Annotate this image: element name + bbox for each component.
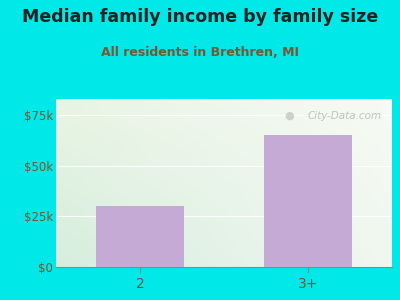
Text: City-Data.com: City-Data.com	[308, 111, 382, 121]
Bar	[264, 135, 352, 267]
Text: All residents in Brethren, MI: All residents in Brethren, MI	[101, 46, 299, 59]
Bar	[96, 206, 184, 267]
Text: Median family income by family size: Median family income by family size	[22, 8, 378, 26]
Text: ●: ●	[284, 111, 294, 121]
